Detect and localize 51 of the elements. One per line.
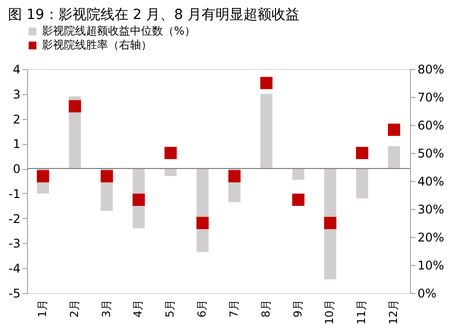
point [260, 76, 272, 90]
point [324, 216, 336, 230]
y-tick-label: -3 [8, 236, 20, 251]
y-tick-label: 3 [12, 87, 20, 102]
bar [356, 168, 368, 198]
y-tick-label: 0 [12, 162, 20, 176]
x-tick-label: 11月 [355, 300, 368, 324]
legend-label: 影视院线超额收益中位数（%） [42, 24, 196, 38]
x-tick-label: 3月 [100, 300, 113, 318]
x-tick-label: 2月 [68, 300, 81, 318]
y-tick-label: 2 [12, 112, 20, 126]
x-tick-label: 12月 [387, 300, 400, 324]
point [292, 194, 304, 206]
point [356, 146, 368, 160]
y-tick-label: 4 [12, 62, 20, 76]
point [36, 170, 50, 182]
legend-label: 影视院线胜率（右轴） [42, 38, 152, 52]
point [388, 124, 400, 136]
point [164, 146, 177, 160]
point [68, 100, 81, 112]
x-tick-label: 1月 [36, 300, 49, 318]
x-tick-label: 6月 [196, 300, 209, 318]
y2-tick-label: 40% [418, 174, 444, 188]
y2-tick-label: 80% [418, 62, 444, 76]
y2-tick-label: 50% [418, 146, 444, 160]
y-tick-label: 1 [12, 137, 20, 152]
x-tick-label: 4月 [132, 300, 145, 318]
point [132, 194, 145, 206]
x-tick-label: 10月 [323, 300, 336, 324]
x-tick-label: 9月 [291, 300, 304, 318]
y2-tick-label: 60% [418, 118, 444, 132]
y-tick-label: -2 [8, 212, 20, 226]
y2-tick-label: 20% [418, 230, 444, 244]
y2-tick-label: 10% [418, 258, 444, 272]
y2-tick-label: 0% [418, 286, 437, 300]
y-tick-label: -1 [8, 186, 20, 201]
point [228, 170, 241, 182]
chart-title: 图 19：影视院线在 2 月、8 月有明显超额收益 [8, 7, 300, 23]
bar [164, 168, 177, 176]
bar [388, 146, 400, 169]
point [196, 216, 209, 230]
x-tick-label: 8月 [259, 300, 272, 318]
bar [260, 94, 272, 169]
x-tick-label: 7月 [227, 300, 240, 318]
y2-tick-label: 70% [418, 90, 444, 104]
y-tick-label: -5 [8, 286, 20, 300]
x-tick-label: 5月 [164, 300, 177, 318]
point [100, 170, 113, 182]
bar [292, 168, 304, 180]
y-tick-label: -4 [8, 262, 20, 276]
y2-tick-label: 30% [418, 202, 444, 216]
